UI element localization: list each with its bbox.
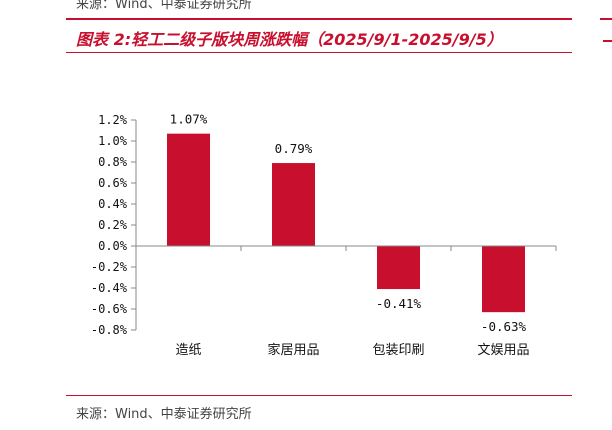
y-tick-label: 1.2% [98,113,128,127]
y-tick-label: -0.2% [91,260,128,274]
title-divider [66,52,572,53]
y-tick-label: 0.0% [98,239,128,253]
axes [135,120,557,330]
y-tick-label: 1.0% [98,134,128,148]
data-label-1: 1.07% [170,112,208,127]
y-tick-label: -0.8% [91,323,128,337]
bottom-divider [66,395,572,396]
bar-1 [167,133,210,246]
data-label-4: -0.63% [481,319,527,334]
y-tick-label: 0.4% [98,197,128,211]
category-label-4: 文娱用品 [477,343,529,358]
top-source-note: 来源：Wind、中泰证券研究所 [76,0,252,12]
top-divider [66,18,572,20]
y-tick-label: 0.6% [98,176,128,190]
bar-3 [377,246,420,290]
data-label-3: -0.41% [376,296,422,311]
y-tick-label: -0.6% [91,302,128,316]
y-tick-label: 0.2% [98,218,128,232]
bar-2 [272,163,315,246]
category-label-1: 造纸 [175,343,201,358]
source-note: 来源：Wind、中泰证券研究所 [76,407,252,422]
figure-title: 图表 2:轻工二级子版块周涨跌幅（2025/9/1-2025/9/5） [76,30,503,49]
category-label-3: 包装印刷 [372,343,424,358]
bar-4 [482,246,525,313]
category-label-2: 家居用品 [267,342,319,358]
data-labels: 1.07% 0.79% -0.41% -0.63% [170,112,527,334]
data-label-2: 0.79% [275,141,313,156]
bars [167,133,525,313]
y-axis-ticks: 1.2% 1.0% 0.8% 0.6% 0.4% 0.2% 0.0% -0.2% -0.4% -0… [91,113,136,337]
right-column-fragment [603,40,612,42]
right-column-divider [600,18,612,20]
y-tick-label: 0.8% [98,155,128,169]
category-labels: 造纸 家居用品 包装印刷 文娱用品 [175,342,529,358]
y-tick-label: -0.4% [91,281,128,295]
